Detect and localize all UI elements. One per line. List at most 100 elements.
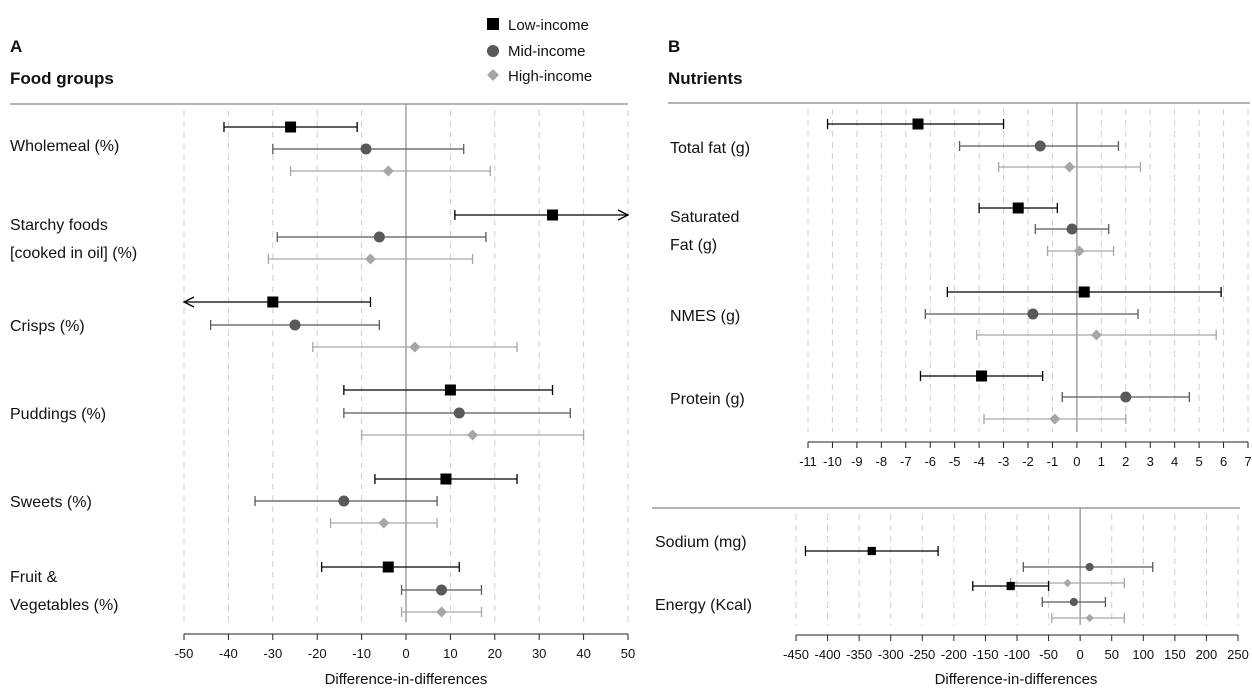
panel-a-x-axis-title: Difference-in-differences bbox=[325, 671, 488, 688]
estimate-low-income-saturated-fat-g bbox=[978, 202, 1058, 214]
x-tick-label: -200 bbox=[941, 647, 967, 662]
estimate-low-income-energy-kcal bbox=[972, 581, 1050, 591]
estimate-mid-income-fruit-vegetables bbox=[400, 584, 483, 596]
point-estimate-square bbox=[285, 121, 297, 133]
legend-marker-diamond bbox=[487, 69, 499, 81]
x-tick-label: -4 bbox=[973, 454, 985, 469]
point-estimate-square bbox=[382, 561, 394, 573]
estimate-mid-income-crisps bbox=[209, 319, 381, 331]
x-tick-label: 0 bbox=[402, 646, 409, 661]
point-estimate-diamond bbox=[409, 341, 421, 353]
estimate-low-income-fruit-vegetables bbox=[320, 561, 460, 573]
point-estimate-square bbox=[867, 546, 876, 556]
row-label-puddings: Puddings (%) bbox=[10, 406, 106, 423]
point-estimate-circle bbox=[1066, 223, 1078, 235]
row-label-starchy-foods-cooked-in-oil: Starchy foods bbox=[10, 217, 108, 234]
arrow-right bbox=[617, 209, 630, 221]
point-estimate-circle bbox=[373, 231, 385, 243]
point-estimate-diamond bbox=[382, 165, 394, 177]
estimate-low-income-crisps bbox=[182, 296, 372, 308]
x-tick-label: -100 bbox=[1004, 647, 1030, 662]
x-tick-label: 200 bbox=[1196, 647, 1218, 662]
x-tick-label: 100 bbox=[1132, 647, 1154, 662]
estimate-mid-income-puddings bbox=[343, 407, 571, 419]
estimate-high-income-crisps bbox=[312, 341, 518, 353]
panel-b-upper-axis: -11 -10 -9 -8 -7 -6 -5 -4 -3 -2 -1 0 1 2 3 4 5 6 7 bbox=[799, 441, 1252, 469]
point-estimate-circle bbox=[1069, 597, 1078, 607]
estimate-low-income-sodium-mg bbox=[804, 546, 939, 556]
x-tick-label: -50 bbox=[175, 646, 194, 661]
row-label-starchy-foods-cooked-in-oil: [cooked in oil] (%) bbox=[10, 245, 137, 262]
estimate-high-income-starchy-foods-cooked-in-oil bbox=[267, 253, 474, 265]
row-label-fruit-vegetables: Vegetables (%) bbox=[10, 597, 119, 614]
panel-b-upper-grid bbox=[668, 102, 1250, 432]
point-estimate-diamond bbox=[1049, 413, 1061, 425]
panel-a-row-labels: Wholemeal (%) Starchy foods [cooked in oil… bbox=[10, 138, 137, 614]
point-estimate-diamond bbox=[1085, 613, 1094, 623]
legend-item-high-income: High-income bbox=[487, 68, 592, 85]
estimate-mid-income-protein-g bbox=[1061, 391, 1190, 403]
x-tick-label: 3 bbox=[1147, 454, 1154, 469]
x-tick-label: -30 bbox=[263, 646, 282, 661]
x-tick-label: -450 bbox=[783, 647, 809, 662]
estimate-mid-income-nmes-g bbox=[924, 308, 1139, 320]
arrow-left bbox=[182, 296, 195, 308]
panel-b-letter: B bbox=[668, 37, 680, 56]
legend-label-mid-income: Mid-income bbox=[508, 43, 586, 60]
row-label-saturated-fat-g: Fat (g) bbox=[670, 237, 717, 254]
point-estimate-diamond bbox=[467, 429, 479, 441]
x-tick-label: -10 bbox=[823, 454, 842, 469]
panel-b-lower-row-labels: Sodium (mg) Energy (Kcal) bbox=[655, 534, 752, 614]
x-tick-label: 6 bbox=[1220, 454, 1227, 469]
x-tick-label: -400 bbox=[815, 647, 841, 662]
legend: Low-income Mid-income High-income bbox=[487, 17, 592, 85]
x-tick-label: 250 bbox=[1227, 647, 1249, 662]
panel-a: A Food groups -50 -40 -30 -20 -10 0 10 20 30 40 50… bbox=[10, 37, 635, 688]
estimate-mid-income-sodium-mg bbox=[1022, 562, 1154, 572]
row-label-protein-g: Protein (g) bbox=[670, 391, 745, 408]
estimate-high-income-fruit-vegetables bbox=[400, 606, 483, 618]
estimate-mid-income-energy-kcal bbox=[1041, 597, 1107, 607]
point-estimate-diamond bbox=[1063, 578, 1072, 588]
x-tick-label: 30 bbox=[532, 646, 546, 661]
x-tick-label: -20 bbox=[308, 646, 327, 661]
x-tick-label: -10 bbox=[352, 646, 371, 661]
estimate-high-income-sweets bbox=[329, 517, 438, 529]
panel-a-grid bbox=[10, 103, 629, 622]
x-tick-label: 4 bbox=[1171, 454, 1178, 469]
estimate-low-income-wholemeal bbox=[223, 121, 358, 133]
x-tick-label: -9 bbox=[851, 454, 863, 469]
legend-label-low-income: Low-income bbox=[508, 17, 589, 34]
x-tick-label: 50 bbox=[1104, 647, 1118, 662]
x-tick-label: -5 bbox=[949, 454, 961, 469]
panel-a-title: Food groups bbox=[10, 69, 114, 88]
row-label-sodium-mg: Sodium (mg) bbox=[655, 534, 747, 551]
x-tick-label: -300 bbox=[878, 647, 904, 662]
legend-label-high-income: High-income bbox=[508, 68, 592, 85]
estimate-high-income-total-fat-g bbox=[998, 161, 1142, 173]
estimate-low-income-sweets bbox=[374, 473, 518, 485]
row-label-energy-kcal: Energy (Kcal) bbox=[655, 597, 752, 614]
row-label-wholemeal: Wholemeal (%) bbox=[10, 138, 119, 155]
panel-a-letter: A bbox=[10, 37, 22, 56]
estimate-high-income-nmes-g bbox=[976, 329, 1217, 341]
point-estimate-diamond bbox=[1090, 329, 1102, 341]
x-tick-label: 150 bbox=[1164, 647, 1186, 662]
estimate-low-income-puddings bbox=[343, 384, 554, 396]
x-tick-label: -1 bbox=[1047, 454, 1059, 469]
point-estimate-square bbox=[440, 473, 452, 485]
point-estimate-square bbox=[1078, 286, 1090, 298]
point-estimate-square bbox=[912, 118, 924, 130]
panel-a-axis: -50 -40 -30 -20 -10 0 10 20 30 40 50 bbox=[175, 633, 635, 661]
point-estimate-circle bbox=[1085, 562, 1094, 572]
panel-b-title: Nutrients bbox=[668, 69, 743, 88]
x-tick-label: -350 bbox=[846, 647, 872, 662]
x-tick-label: -3 bbox=[998, 454, 1010, 469]
estimate-low-income-protein-g bbox=[919, 370, 1044, 382]
point-estimate-square bbox=[267, 296, 279, 308]
row-label-sweets: Sweets (%) bbox=[10, 494, 92, 511]
point-estimate-circle bbox=[360, 143, 372, 155]
point-estimate-square bbox=[547, 209, 559, 221]
estimate-low-income-starchy-foods-cooked-in-oil bbox=[454, 209, 630, 221]
